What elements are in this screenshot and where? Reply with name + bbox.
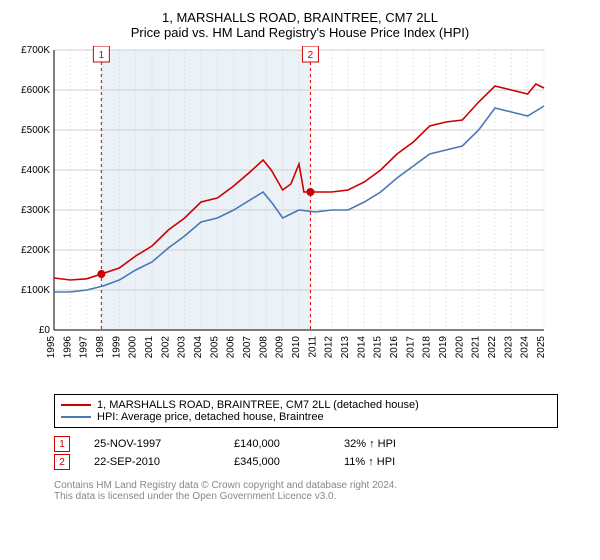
x-tick-label: 2020 (454, 336, 465, 359)
x-tick-label: 2017 (405, 336, 416, 359)
x-tick-label: 2006 (226, 336, 237, 359)
x-tick-label: 2014 (356, 336, 367, 359)
x-tick-label: 2015 (373, 336, 384, 359)
svg-text:£200K: £200K (21, 245, 50, 256)
x-tick-label: 1996 (62, 336, 73, 359)
x-tick-label: 2011 (307, 336, 318, 358)
x-tick-label: 2019 (438, 336, 449, 359)
x-tick-label: 2022 (487, 336, 498, 359)
page-title-line1: 1, MARSHALLS ROAD, BRAINTREE, CM7 2LL (10, 10, 590, 25)
footnote-line1: Contains HM Land Registry data © Crown c… (54, 480, 590, 491)
legend-label: 1, MARSHALLS ROAD, BRAINTREE, CM7 2LL (d… (97, 399, 419, 411)
legend-item: 1, MARSHALLS ROAD, BRAINTREE, CM7 2LL (d… (61, 399, 551, 411)
legend: 1, MARSHALLS ROAD, BRAINTREE, CM7 2LL (d… (54, 394, 558, 428)
legend-swatch (61, 416, 91, 418)
transaction-row: 1 25-NOV-1997£140,00032% ↑ HPI (54, 436, 590, 452)
footnote-line2: This data is licensed under the Open Gov… (54, 491, 590, 502)
x-tick-label: 2023 (503, 336, 514, 359)
x-tick-label: 2008 (258, 336, 269, 359)
x-tick-label: 2012 (324, 336, 335, 359)
page-title-line2: Price paid vs. HM Land Registry's House … (10, 25, 590, 40)
x-tick-label: 2016 (389, 336, 400, 359)
legend-swatch (61, 404, 91, 406)
price-chart: £0 £100K £200K £300K £400K £500K £600K £700K 199… (10, 46, 590, 386)
svg-text:£700K: £700K (21, 46, 50, 56)
transaction-price: £345,000 (234, 456, 344, 468)
transaction-badge: 1 (54, 436, 70, 452)
transaction-badge: 2 (54, 454, 70, 470)
x-tick-label: 1999 (111, 336, 122, 359)
svg-text:£300K: £300K (21, 205, 50, 216)
x-tick-label: 1997 (79, 336, 90, 359)
x-tick-label: 2025 (536, 336, 547, 359)
x-tick-label: 2003 (177, 336, 188, 359)
x-tick-label: 2024 (520, 336, 531, 359)
transaction-delta: 32% ↑ HPI (344, 438, 454, 450)
svg-text:£500K: £500K (21, 125, 50, 136)
x-tick-label: 1998 (95, 336, 106, 359)
x-tick-label: 2009 (275, 336, 286, 359)
svg-text:2: 2 (308, 50, 314, 61)
svg-text:£600K: £600K (21, 85, 50, 96)
legend-label: HPI: Average price, detached house, Brai… (97, 411, 324, 423)
x-tick-label: 2005 (209, 336, 220, 359)
x-tick-label: 2001 (144, 336, 155, 359)
svg-text:£400K: £400K (21, 165, 50, 176)
x-tick-label: 2002 (160, 336, 171, 359)
chart-svg: £0 £100K £200K £300K £400K £500K £600K £700K 199… (10, 46, 550, 386)
x-tick-label: 2021 (471, 336, 482, 359)
svg-text:1: 1 (99, 50, 105, 61)
legend-item: HPI: Average price, detached house, Brai… (61, 411, 551, 423)
x-tick-label: 2004 (193, 336, 204, 359)
x-tick-label: 2000 (128, 336, 139, 359)
x-tick-label: 1995 (46, 336, 57, 359)
transaction-date: 22-SEP-2010 (94, 456, 234, 468)
copyright-footnote: Contains HM Land Registry data © Crown c… (54, 480, 590, 502)
transaction-list: 1 25-NOV-1997£140,00032% ↑ HPI 2 22-SEP-201… (54, 436, 590, 470)
svg-text:£100K: £100K (21, 285, 50, 296)
transaction-price: £140,000 (234, 438, 344, 450)
x-tick-label: 2010 (291, 336, 302, 359)
transaction-delta: 11% ↑ HPI (344, 456, 454, 468)
x-tick-label: 2018 (422, 336, 433, 359)
x-tick-label: 2013 (340, 336, 351, 359)
transaction-row: 2 22-SEP-2010£345,00011% ↑ HPI (54, 454, 590, 470)
transaction-date: 25-NOV-1997 (94, 438, 234, 450)
x-tick-label: 2007 (242, 336, 253, 359)
svg-text:£0: £0 (39, 325, 51, 336)
